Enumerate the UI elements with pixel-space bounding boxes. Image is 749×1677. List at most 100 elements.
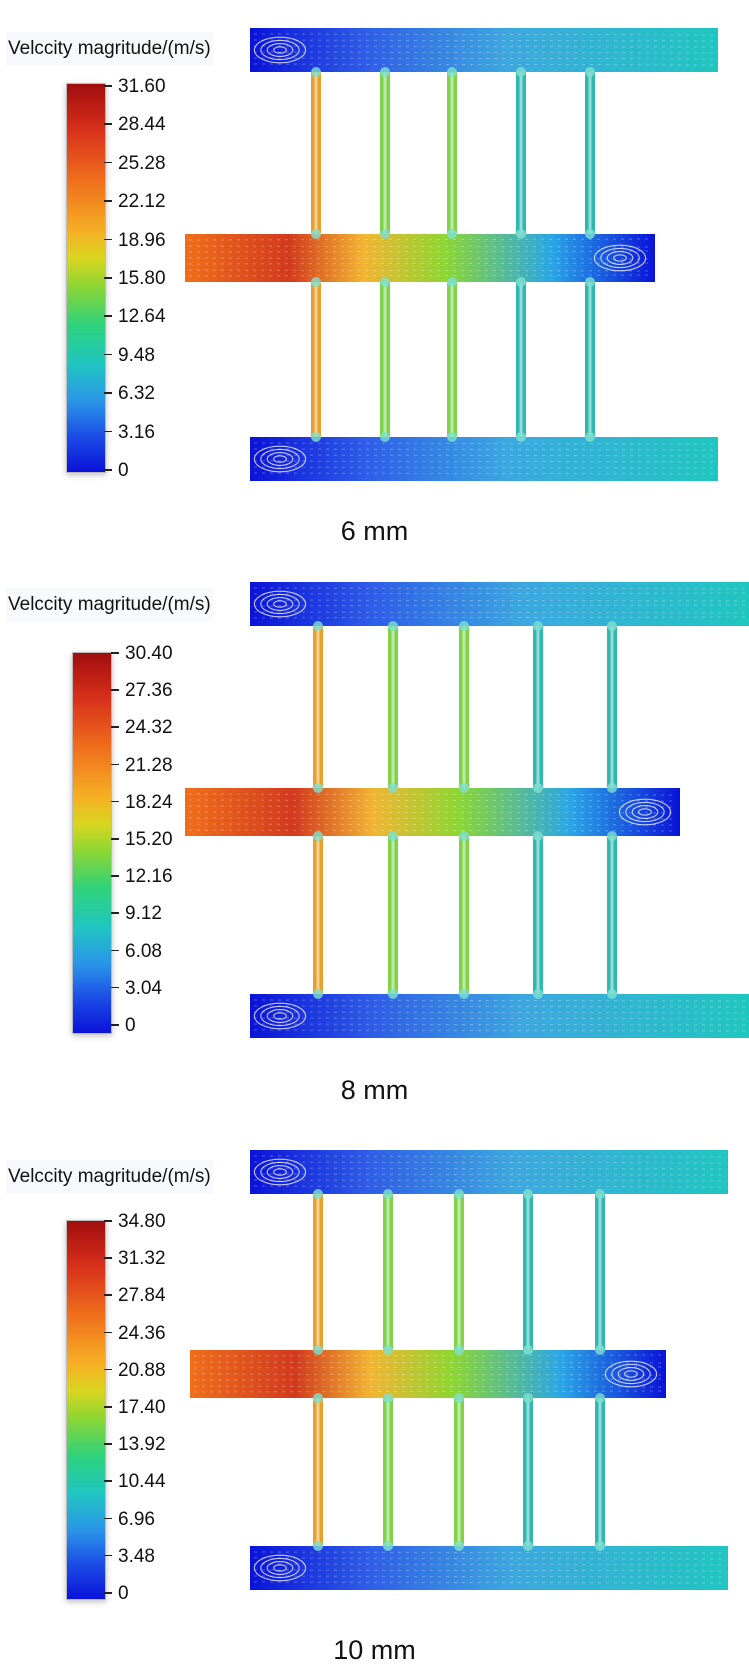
junction [595,1541,605,1551]
caption: 10 mm [333,1635,416,1665]
junction [523,1189,533,1199]
velocity-vector-field [185,582,749,1038]
velocity-vector-row [253,616,746,619]
junction [447,229,457,239]
colorbar-tick-mark [104,1517,112,1520]
vortex-streamline [260,448,300,470]
inlet-header [190,1350,666,1398]
vortex-streamline [266,1561,294,1575]
vortex-streamline [253,1158,307,1186]
junction [516,67,526,77]
colorbar-tick-label: 6.08 [125,940,162,962]
outlet-header-bottom [250,994,749,1038]
colorbar-tick-mark [104,1368,112,1371]
colorbar-tick-mark [111,838,119,840]
junction [388,989,398,999]
inlet-header [185,234,655,282]
vortex-streamline [273,1168,287,1176]
velocity-vector-row [253,592,746,595]
junction [459,989,469,999]
colorbar-tick-mark [111,763,119,766]
colorbar-tick-mark [104,123,112,125]
vortex-streamline [260,1557,300,1579]
colorbar-tick-mark [104,277,112,279]
velocity-vector-field [190,1150,728,1590]
colorbar-tick-label: 3.48 [118,1545,155,1567]
junction [516,432,526,442]
outlet-header-top [250,582,749,626]
vortex-streamline [260,593,300,615]
vortex-streamline [266,1165,294,1179]
vortex-streamline [625,801,665,823]
junction [388,621,398,631]
junction [313,621,323,631]
colorbar-tick-label: 15.20 [125,829,173,850]
velocity-vector-row [188,250,652,253]
flow-panel-6mm: Velccity magritude/(m/s) 31.60 28.44 25.28… [0,0,749,546]
junction [533,621,543,631]
colorbar-tick-label: 17.40 [118,1397,166,1418]
colorbar-tick-mark [104,200,112,202]
junction [523,1345,533,1355]
colorbar-tick-label: 0 [125,1015,136,1036]
vortex-streamline [617,1367,645,1381]
colorbar-tick-label: 6.32 [118,383,155,405]
junction [533,831,543,841]
junction [447,277,457,287]
vortex-streamline [618,798,672,826]
vortex-streamline [606,251,634,265]
colorbar-title: Velccity magritude/(m/s) [6,1160,213,1194]
velocity-vector-row [253,611,746,614]
vortex-streamline [624,1370,638,1378]
colorbar-tick-mark [111,726,119,728]
colorbar-tick-mark [104,238,112,241]
outlet-header-bottom [250,437,718,481]
vortex-streamline [273,1012,287,1020]
velocity-vector-row [193,1361,663,1364]
junction [313,1393,323,1403]
colorbar-tick-mark [104,1294,112,1296]
velocity-vector-row [188,817,677,820]
vortex-streamline [613,254,627,262]
colorbar-tick-mark [111,912,119,914]
vortex-streamline [273,455,287,463]
colorbar-tick-mark [104,1220,112,1222]
colorbar-tick-mark [111,949,119,952]
velocity-vector-row [188,238,652,241]
junction [311,67,321,77]
junction [607,989,617,999]
colorbar-tick-mark [111,689,119,691]
colorbar-tick-mark [104,1331,112,1334]
colorbar-tick-label: 22.12 [118,191,166,213]
colorbar-tick-mark [111,1024,119,1026]
junction [454,1393,464,1403]
colorbar-tick-mark [104,85,112,87]
velocity-vector-field [185,28,718,481]
velocity-vector-row [253,1029,746,1032]
outlet-header-bottom [250,1546,728,1590]
junction [454,1345,464,1355]
colorbar-tick-label: 10.44 [118,1471,166,1493]
junction [447,67,457,77]
junction [585,229,595,239]
velocity-vector-row [188,793,677,796]
velocity-vector-row [253,1011,746,1014]
vortex-streamline [260,1161,300,1183]
colorbar-tick-label: 21.28 [125,754,173,776]
colorbar-tick-mark [104,1406,112,1408]
colorbar-tick-label: 12.16 [125,866,173,888]
junction [383,1393,393,1403]
colorbar-tick-mark [104,1592,112,1594]
vortex-streamline [266,43,294,57]
velocity-vector-row [193,1390,663,1393]
junction [311,432,321,442]
junction [454,1541,464,1551]
colorbar-tick-mark [104,315,112,317]
vortex-streamline [266,597,294,611]
vortex-streamline [253,1002,307,1030]
colorbar-tick-label: 24.36 [118,1322,166,1344]
junction [383,1541,393,1551]
colorbar [72,652,112,1034]
colorbar-tick-mark [111,652,119,654]
colorbar-tick-label: 31.60 [118,76,166,97]
